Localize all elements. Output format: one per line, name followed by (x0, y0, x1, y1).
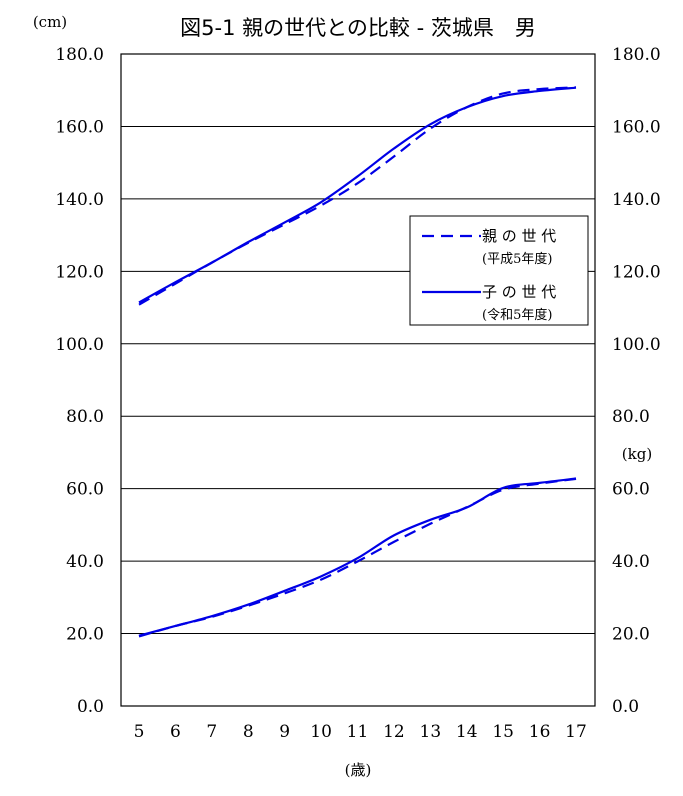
legend-sublabel-child: (令和5年度) (482, 307, 552, 323)
chart-title: 図5-1 親の世代との比較 - 茨城県 男 (180, 16, 536, 40)
y-tick-label-right: 20.0 (612, 625, 650, 645)
y-tick-label-right: 160.0 (612, 117, 661, 137)
y-tick-label-right: 0.0 (612, 697, 639, 717)
plot-area (120, 53, 596, 707)
x-tick-label: 6 (170, 722, 181, 742)
height-solid-series-line (138, 86, 577, 304)
y-tick-label-left: 120.0 (55, 262, 104, 282)
right-axis-ticks: 0.0 20.0 40.0 60.0 80.0 100.0 120.0 140.0 160.0 1… (612, 45, 661, 717)
y-tick-label-right: 120.0 (612, 262, 661, 282)
legend-sublabel-parent: (平成5年度) (482, 251, 552, 267)
legend: 親 の 世 代 (平成5年度) 子 の 世 代 (令和5年度) (409, 215, 589, 326)
weight-solid-series-line (138, 477, 577, 637)
x-axis-label: (歳) (345, 761, 372, 779)
y-tick-label-left: 20.0 (66, 625, 104, 645)
x-tick-label: 8 (243, 722, 254, 742)
x-tick-label: 16 (529, 722, 551, 742)
y-tick-label-left: 160.0 (55, 117, 104, 137)
y-tick-label-right: 100.0 (612, 335, 661, 355)
x-tick-label: 9 (279, 722, 290, 742)
y-tick-label-right: 80.0 (612, 407, 650, 427)
x-axis-ticks: 5 6 7 8 9 10 11 12 13 14 15 16 17 (134, 722, 587, 742)
left-axis-ticks: 0.0 20.0 40.0 60.0 80.0 100.0 120.0 140.0 160.0 1… (55, 45, 104, 717)
series-lines (138, 86, 577, 638)
y-tick-label-right: 60.0 (612, 480, 650, 500)
y-tick-label-left: 40.0 (66, 552, 104, 572)
y-tick-label-right: 140.0 (612, 190, 661, 210)
x-tick-label: 10 (310, 722, 332, 742)
y-tick-label-left: 180.0 (55, 45, 104, 65)
y-tick-label-left: 0.0 (77, 697, 104, 717)
y-tick-label-right: 40.0 (612, 552, 650, 572)
weight-dashed-series-line (138, 477, 577, 638)
y-tick-label-left: 140.0 (55, 190, 104, 210)
y-tick-label-left: 80.0 (66, 407, 104, 427)
x-tick-label: 17 (565, 722, 587, 742)
right-axis-unit: (kg) (622, 445, 652, 463)
x-tick-label: 5 (134, 722, 145, 742)
x-tick-label: 14 (456, 722, 478, 742)
left-axis-unit: (cm) (33, 13, 67, 31)
x-tick-label: 12 (383, 722, 405, 742)
x-tick-label: 7 (206, 722, 217, 742)
x-tick-label: 11 (347, 722, 369, 742)
legend-box (409, 215, 589, 326)
x-tick-label: 13 (420, 722, 442, 742)
legend-label-child: 子 の 世 代 (482, 283, 556, 301)
x-tick-label: 15 (492, 722, 514, 742)
y-tick-label-left: 60.0 (66, 480, 104, 500)
y-tick-label-right: 180.0 (612, 45, 661, 65)
grid-lines (121, 125, 595, 635)
y-tick-label-left: 100.0 (55, 335, 104, 355)
legend-label-parent: 親 の 世 代 (482, 227, 556, 245)
